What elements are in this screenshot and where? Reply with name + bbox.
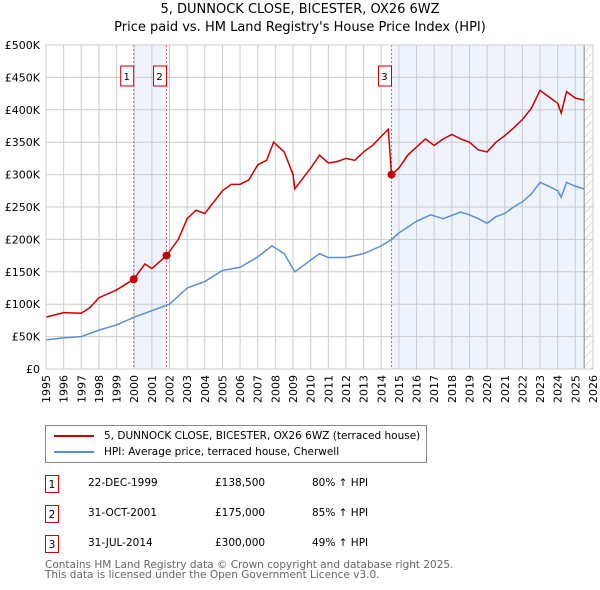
x-tick-label: 2010: [305, 375, 318, 403]
x-tick-label: 1998: [93, 375, 106, 403]
sale-price: £175,000: [215, 507, 266, 519]
x-tick-label: 2004: [199, 375, 212, 403]
hpi-line: [45, 181, 585, 341]
x-tick-label: 2021: [499, 375, 512, 403]
x-tick-label: 1997: [75, 375, 88, 403]
x-tick-label: 2016: [411, 375, 424, 403]
x-tick-label: 1996: [58, 375, 71, 403]
x-tick-label: 2023: [534, 375, 547, 403]
legend-swatch: [54, 435, 94, 437]
y-tick-label: £450K: [5, 71, 41, 84]
sale-price: £138,500: [215, 477, 266, 489]
x-tick-label: 2018: [446, 375, 459, 403]
sale-hpi-change: 85% ↑ HPI: [312, 507, 369, 519]
sale-point: [162, 251, 171, 260]
x-tick-label: 2026: [587, 375, 600, 403]
x-tick-label: 2003: [181, 375, 194, 403]
y-tick-label: £250K: [5, 201, 41, 214]
sale-label: 3: [381, 72, 387, 83]
x-tick-label: 2002: [164, 375, 177, 403]
sale-hpi-change: 80% ↑ HPI: [312, 477, 369, 489]
y-tick-label: £400K: [5, 104, 41, 117]
x-tick-label: 2015: [393, 375, 406, 403]
chart-title: 5, DUNNOCK CLOSE, BICESTER, OX26 6WZ: [160, 2, 440, 17]
plot-frame: [45, 44, 594, 370]
footer-line: Contains HM Land Registry data © Crown c…: [45, 559, 454, 571]
y-tick-label: £50K: [12, 331, 41, 344]
x-tick-label: 2005: [216, 375, 229, 403]
legend-item-hpi: HPI: Average price, terraced house, Cher…: [54, 446, 339, 458]
x-tick-label: 2014: [375, 375, 388, 403]
x-tick-label: 2011: [322, 375, 335, 403]
y-tick-label: £150K: [5, 266, 41, 279]
sale-date: 31-JUL-2014: [88, 537, 153, 549]
chart-plot: 1995 1996 1997 1998 1999 2000 2001 2002 2003 2004…: [5, 39, 600, 403]
y-tick-label: £350K: [5, 136, 41, 149]
y-tick-label: £500K: [5, 39, 41, 52]
legend-swatch: [54, 451, 94, 453]
x-tick-label: 2006: [234, 375, 247, 403]
sale-point: [387, 170, 396, 179]
x-tick-label: 2009: [287, 375, 300, 403]
y-tick-label: £0: [26, 363, 40, 376]
x-tick-label: 2007: [252, 375, 265, 403]
sale-price: £300,000: [215, 537, 266, 549]
x-tick-label: 2019: [463, 375, 476, 403]
x-tick-label: 2022: [516, 375, 529, 403]
sale-label-box: [120, 65, 135, 87]
y-tick-label: £200K: [5, 233, 41, 246]
y-tick-label: £100K: [5, 298, 41, 311]
sale-date: 22-DEC-1999: [88, 477, 158, 489]
x-tick-label: 2000: [128, 375, 141, 403]
x-tick-label: 2012: [340, 375, 353, 403]
legend: 5, DUNNOCK CLOSE, BICESTER, OX26 6WZ (te…: [45, 425, 427, 463]
sale-label: 2: [156, 72, 162, 83]
x-tick-label: 1999: [111, 375, 124, 403]
x-tick-label: 2020: [481, 375, 494, 403]
x-tick-label: 2013: [358, 375, 371, 403]
x-tick-label: 2017: [428, 375, 441, 403]
x-tick-label: 2001: [146, 375, 159, 403]
footer-line: This data is licensed under the Open Gov…: [45, 569, 380, 581]
sale-marker-box: 2: [45, 505, 59, 523]
sale-point: [129, 275, 138, 284]
x-tick-label: 2024: [552, 375, 565, 403]
footer: Contains HM Land Registry data © Crown c…: [45, 559, 454, 581]
sale-marker-box: 3: [45, 535, 59, 553]
x-tick-label: 1995: [40, 375, 53, 403]
chart-subtitle: Price paid vs. HM Land Registry's House …: [114, 20, 486, 35]
y-tick-label: £300K: [5, 169, 41, 182]
sale-hpi-change: 49% ↑ HPI: [312, 537, 369, 549]
legend-label: 5, DUNNOCK CLOSE, BICESTER, OX26 6WZ (te…: [104, 430, 421, 442]
x-tick-label: 2008: [269, 375, 282, 403]
sale-label: 1: [124, 72, 130, 83]
legend-label: HPI: Average price, terraced house, Cher…: [104, 446, 340, 458]
sale-label-box: [153, 65, 168, 87]
sale-date: 31-OCT-2001: [88, 507, 157, 519]
x-tick-label: 2025: [569, 375, 582, 403]
legend-item-property: 5, DUNNOCK CLOSE, BICESTER, OX26 6WZ (te…: [54, 430, 420, 442]
sale-marker-box: 1: [45, 475, 59, 493]
sale-label-box: [377, 65, 392, 87]
